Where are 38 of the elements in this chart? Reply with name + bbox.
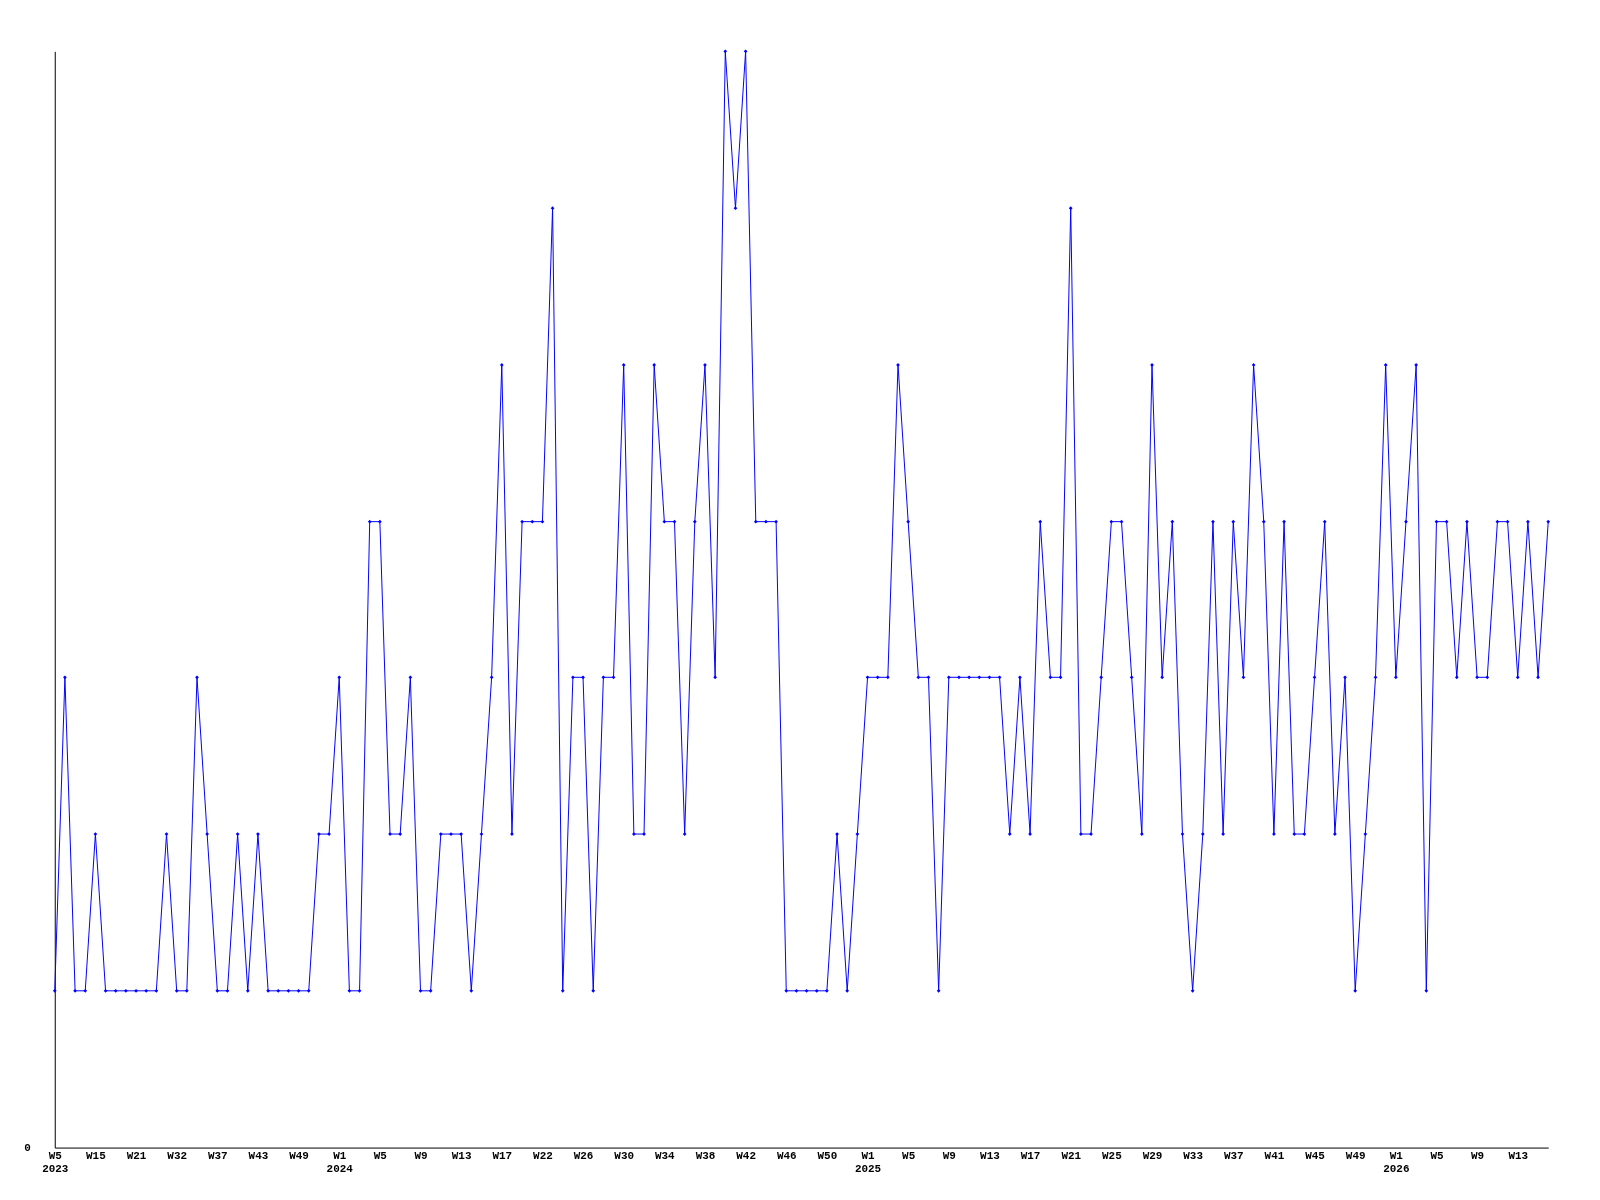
x-tick-label: W25	[1102, 1150, 1122, 1163]
x-tick-label: W29	[1142, 1150, 1163, 1163]
x-tick-label: W37	[1223, 1150, 1244, 1163]
x-tick-label: W32	[167, 1150, 188, 1163]
x-tick-label: W1 2026	[1383, 1150, 1410, 1175]
x-tick-label: W49	[1345, 1150, 1366, 1163]
x-tick-label: W13	[980, 1150, 1001, 1163]
x-tick-label: W45	[1305, 1150, 1325, 1163]
x-tick-label: W1 2025	[854, 1150, 882, 1175]
x-tick-label: W38	[695, 1150, 716, 1163]
x-tick-label: W5 2023	[42, 1150, 69, 1175]
x-tick-label: W41	[1264, 1150, 1285, 1163]
x-tick-label: W26	[573, 1150, 594, 1163]
x-tick-label: W49	[289, 1150, 309, 1163]
x-tick-label: W9	[414, 1150, 428, 1163]
x-tick-label: W5	[373, 1150, 387, 1163]
text: 0	[24, 1141, 31, 1154]
x-tick-label: W5	[902, 1150, 916, 1163]
x-tick-label: W22	[533, 1150, 553, 1163]
x-tick-label: W37	[207, 1150, 228, 1163]
x-tick-label: W9	[942, 1150, 956, 1163]
x-tick-label: W43	[248, 1150, 269, 1163]
x-tick-label: W13	[1508, 1150, 1529, 1163]
x-tick-label: W17	[1020, 1150, 1041, 1163]
x-tick-label: W9	[1471, 1150, 1485, 1163]
x-tick-label: W33	[1183, 1150, 1204, 1163]
x-tick-label: W30	[614, 1150, 635, 1163]
x-tick-label: W21	[1061, 1150, 1082, 1163]
x-tick-label: W13	[451, 1150, 472, 1163]
x-tick-label: W21	[126, 1150, 147, 1163]
x-tick-label: W34	[654, 1150, 676, 1163]
x-tick-label: W46	[776, 1150, 797, 1163]
x-tick-label: W50	[817, 1150, 838, 1163]
x-tick-label: W17	[492, 1150, 513, 1163]
x-tick-label: W15	[86, 1150, 106, 1163]
x-tick-label: W1 2024	[326, 1150, 354, 1175]
x-tick-label: W5	[1430, 1150, 1444, 1163]
x-tick-label: W42	[736, 1150, 756, 1163]
